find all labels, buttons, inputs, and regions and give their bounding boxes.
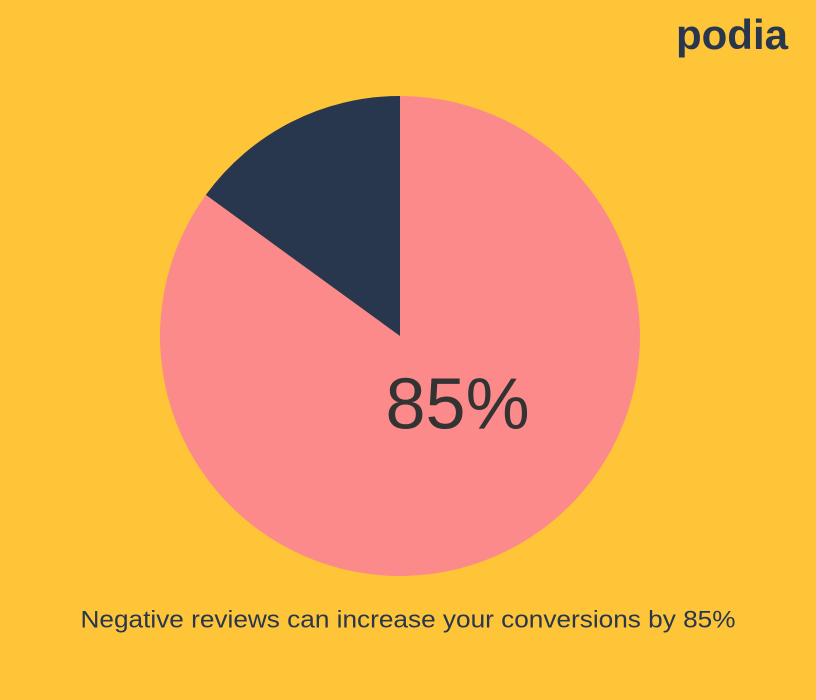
caption: Negative reviews can increase your conve… — [81, 606, 736, 633]
logo: podia — [676, 11, 789, 58]
value-label: 85% — [386, 365, 530, 445]
pie-slice — [205, 96, 400, 336]
